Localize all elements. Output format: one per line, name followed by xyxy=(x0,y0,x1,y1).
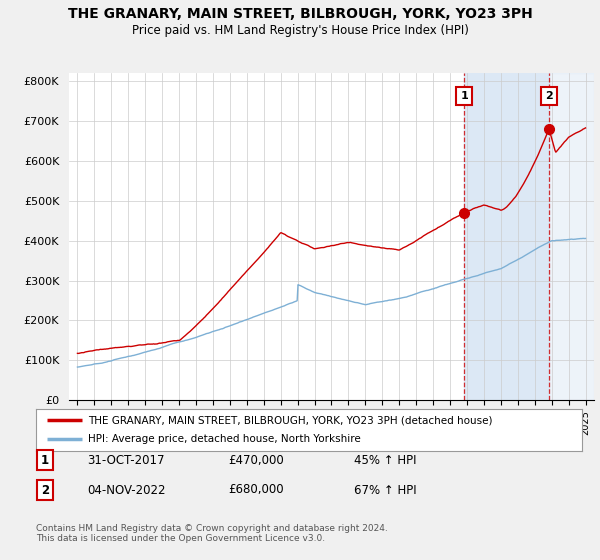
Text: 45% ↑ HPI: 45% ↑ HPI xyxy=(354,454,416,467)
Text: HPI: Average price, detached house, North Yorkshire: HPI: Average price, detached house, Nort… xyxy=(88,435,361,445)
Text: 67% ↑ HPI: 67% ↑ HPI xyxy=(354,483,416,497)
Text: THE GRANARY, MAIN STREET, BILBROUGH, YORK, YO23 3PH (detached house): THE GRANARY, MAIN STREET, BILBROUGH, YOR… xyxy=(88,415,493,425)
Text: 1: 1 xyxy=(460,91,468,101)
Text: £680,000: £680,000 xyxy=(228,483,284,497)
Text: 2: 2 xyxy=(41,483,49,497)
Text: 04-NOV-2022: 04-NOV-2022 xyxy=(87,483,166,497)
Text: 31-OCT-2017: 31-OCT-2017 xyxy=(87,454,164,467)
Text: £470,000: £470,000 xyxy=(228,454,284,467)
Bar xyxy=(464,73,549,400)
Text: 2: 2 xyxy=(545,91,553,101)
Text: THE GRANARY, MAIN STREET, BILBROUGH, YORK, YO23 3PH: THE GRANARY, MAIN STREET, BILBROUGH, YOR… xyxy=(68,7,532,21)
Text: 1: 1 xyxy=(41,454,49,467)
Bar xyxy=(549,73,594,400)
Text: Contains HM Land Registry data © Crown copyright and database right 2024.
This d: Contains HM Land Registry data © Crown c… xyxy=(36,524,388,543)
Text: Price paid vs. HM Land Registry's House Price Index (HPI): Price paid vs. HM Land Registry's House … xyxy=(131,24,469,36)
